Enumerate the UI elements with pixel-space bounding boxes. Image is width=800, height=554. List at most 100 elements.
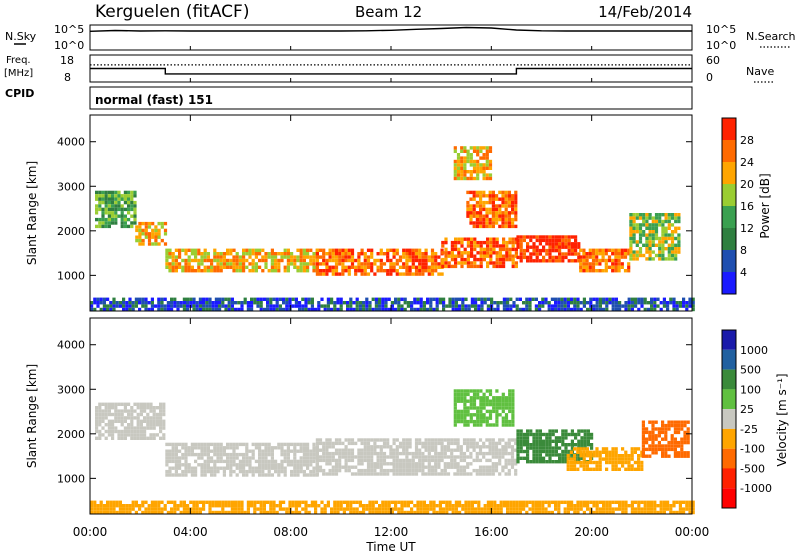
vel-data-cell-3 bbox=[504, 423, 509, 427]
power-data-cell-10 bbox=[502, 307, 506, 312]
power-data-cell-10 bbox=[294, 304, 298, 308]
vel-data-cell-7 bbox=[614, 507, 618, 511]
power-data-cell-2 bbox=[184, 248, 188, 252]
power-data-cell-4 bbox=[498, 247, 502, 252]
power-data-cell-10 bbox=[650, 301, 654, 305]
vel-data-cell-4 bbox=[551, 449, 555, 454]
vel-data-cell-2 bbox=[443, 451, 447, 456]
power-data-cell-10 bbox=[630, 307, 634, 312]
vel-data-cell-7 bbox=[605, 507, 609, 511]
vel-data-cell-3 bbox=[501, 406, 505, 410]
vel-data-cell-5 bbox=[624, 454, 628, 458]
power-data-cell-2 bbox=[184, 252, 188, 256]
power-data-cell-0 bbox=[104, 197, 108, 201]
vel-data-cell-1 bbox=[286, 452, 290, 457]
vel-data-cell-7 bbox=[531, 510, 535, 515]
power-data-cell-8 bbox=[604, 248, 608, 252]
vel-data-cell-3 bbox=[498, 402, 502, 407]
vel-data-cell-7 bbox=[112, 507, 116, 511]
vel-data-cell-2 bbox=[418, 462, 422, 466]
vel-data-cell-2 bbox=[424, 472, 428, 476]
power-data-cell-2 bbox=[261, 258, 265, 263]
vel-data-cell-7 bbox=[541, 504, 545, 508]
vel-data-cell-7 bbox=[320, 500, 324, 504]
vel-data-cell-1 bbox=[165, 459, 169, 464]
vel-data-cell-7 bbox=[109, 510, 113, 515]
power-data-cell-0 bbox=[133, 217, 137, 222]
power-data-cell-2 bbox=[190, 252, 194, 256]
power-data-cell-10 bbox=[221, 301, 225, 305]
power-data-cell-10 bbox=[160, 297, 164, 301]
power-data-cell-6 bbox=[501, 204, 505, 208]
vel-data-cell-6 bbox=[657, 427, 661, 431]
axis-tick-marks bbox=[89, 46, 693, 514]
vel-data-cell-1 bbox=[302, 459, 306, 464]
power-data-cell-9 bbox=[658, 250, 662, 254]
power-data-cell-4 bbox=[502, 237, 506, 241]
vel-data-cell-7 bbox=[336, 510, 340, 515]
vel-data-cell-0 bbox=[104, 436, 108, 440]
power-data-cell-10 bbox=[246, 301, 250, 305]
power-data-cell-3 bbox=[418, 248, 422, 252]
power-data-cell-7 bbox=[526, 259, 530, 263]
power-data-cell-6 bbox=[514, 190, 518, 195]
power-data-cell-7 bbox=[558, 242, 562, 246]
power-data-cell-4 bbox=[454, 237, 458, 241]
vel-data-cell-1 bbox=[277, 442, 281, 447]
vel-data-cell-0 bbox=[152, 433, 156, 437]
vel-data-cell-1 bbox=[197, 446, 201, 450]
power-data-cell-10 bbox=[608, 297, 612, 301]
vel-data-cell-2 bbox=[366, 441, 371, 446]
vel-data-cell-7 bbox=[125, 510, 129, 515]
vel-data-cell-7 bbox=[403, 500, 407, 504]
power-data-cell-2 bbox=[283, 269, 287, 273]
power-data-cell-9 bbox=[654, 226, 659, 230]
vel-data-cell-2 bbox=[363, 451, 367, 456]
vel-data-cell-2 bbox=[440, 455, 444, 459]
power-data-cell-6 bbox=[479, 204, 483, 208]
power-data-cell-1 bbox=[135, 228, 139, 233]
vel-data-cell-2 bbox=[427, 468, 431, 473]
power-data-cell-10 bbox=[630, 304, 634, 308]
power-data-cell-10 bbox=[522, 307, 526, 312]
power-data-cell-4 bbox=[463, 257, 467, 262]
vel-data-cell-4 bbox=[538, 460, 542, 464]
power-data-cell-3 bbox=[360, 248, 364, 252]
vel-data-cell-7 bbox=[170, 507, 174, 511]
vel-data-cell-2 bbox=[427, 458, 431, 463]
power-data-cell-3 bbox=[424, 248, 428, 252]
vel-data-cell-7 bbox=[384, 504, 388, 508]
vel-data-cell-7 bbox=[198, 507, 202, 511]
vel-data-cell-7 bbox=[678, 507, 682, 511]
power-data-cell-3 bbox=[418, 265, 422, 269]
vel-data-cell-1 bbox=[293, 449, 297, 453]
power-data-cell-10 bbox=[176, 304, 180, 308]
power-data-cell-10 bbox=[275, 304, 279, 308]
vel-data-cell-7 bbox=[301, 500, 305, 504]
power-data-cell-2 bbox=[200, 269, 204, 273]
vel-data-cell-7 bbox=[96, 510, 100, 515]
power-data-cell-10 bbox=[189, 301, 193, 305]
vel-data-cell-4 bbox=[583, 436, 587, 440]
vel-data-cell-4 bbox=[516, 449, 520, 454]
vel-data-cell-1 bbox=[206, 466, 210, 470]
power-data-cell-9 bbox=[661, 253, 665, 258]
power-data-cell-10 bbox=[349, 301, 353, 305]
power-data-cell-3 bbox=[411, 272, 415, 276]
vel-data-cell-2 bbox=[408, 465, 412, 469]
power-data-cell-6 bbox=[501, 217, 505, 222]
vel-data-cell-5 bbox=[637, 457, 641, 461]
vel-data-cell-6 bbox=[641, 454, 645, 458]
power-data-cell-10 bbox=[557, 304, 561, 308]
power-data-cell-4 bbox=[444, 264, 448, 269]
power-data-cell-9 bbox=[642, 243, 646, 247]
vel-data-cell-6 bbox=[664, 454, 668, 458]
vel-data-cell-0 bbox=[114, 419, 118, 423]
power-data-cell-6 bbox=[479, 217, 483, 222]
vel-data-cell-7 bbox=[646, 504, 650, 508]
power-data-cell-2 bbox=[312, 262, 316, 266]
vel-data-cell-7 bbox=[202, 500, 206, 504]
power-data-cell-10 bbox=[368, 304, 372, 308]
vel-data-cell-2 bbox=[443, 438, 447, 442]
power-data-cell-7 bbox=[564, 242, 568, 246]
